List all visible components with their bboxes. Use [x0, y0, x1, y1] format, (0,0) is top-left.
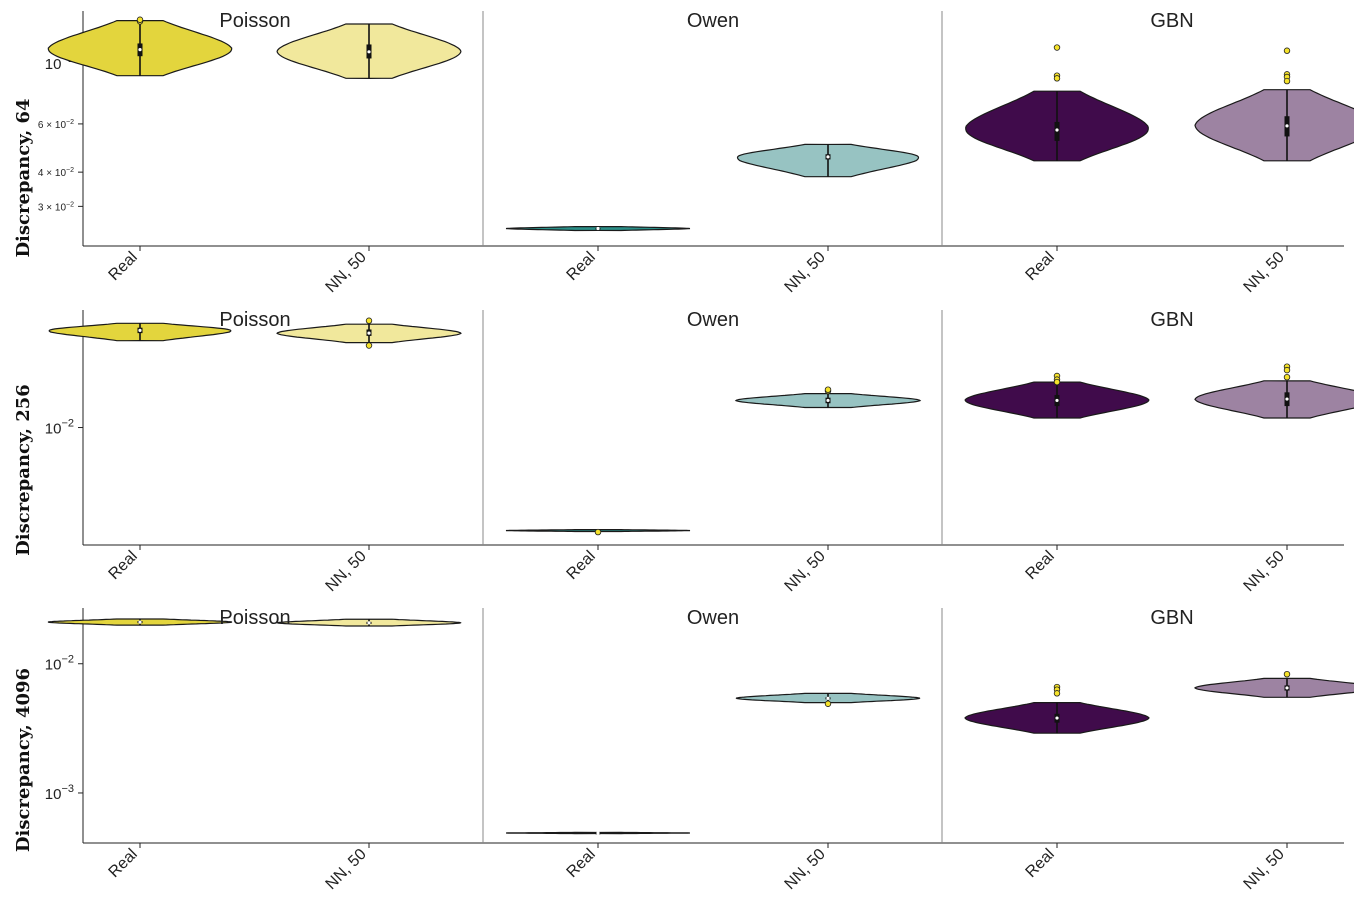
x-tick-label: Real: [564, 846, 599, 881]
facet-title: Owen: [687, 607, 739, 629]
y-tick-label: 4 × 10−2: [38, 167, 74, 179]
facet-title: GBN: [1150, 607, 1193, 629]
facet-title: Owen: [687, 10, 739, 32]
outlier-point: [1283, 366, 1291, 374]
violin-median-point: [367, 331, 371, 335]
violin-median-point: [1285, 397, 1289, 401]
outlier-point: [365, 317, 373, 324]
outlier-point: [1053, 75, 1061, 82]
x-tick-label: Real: [564, 548, 599, 583]
facet-panel-owen: Real NN, 50 Owen: [505, 309, 922, 595]
facet-panel-owen: Real NN, 50 Owen: [506, 607, 921, 893]
chart-row-3: Discrepancy, 4096 10−2 10−3 Real NN, 50 Poiss…: [13, 607, 1354, 893]
y-tick-label: 10−2: [45, 654, 74, 674]
violin-median-point: [1055, 398, 1059, 403]
facet-title: Poisson: [219, 10, 290, 32]
facet-panel-gbn: Real NN, 50 GBN: [964, 607, 1354, 893]
facet-title: GBN: [1150, 10, 1193, 32]
outlier-point: [1053, 690, 1061, 697]
y-tick-label: 3 × 10−2: [38, 201, 74, 213]
facet-panel-gbn: Real NN, 50 GBN: [964, 309, 1354, 595]
y-tick-label: 10−3: [45, 783, 74, 803]
outlier-point: [1283, 670, 1291, 678]
violin-median-point: [138, 620, 142, 624]
facet-title: Owen: [687, 309, 739, 331]
facet-title: Poisson: [219, 309, 290, 331]
violin-median-point: [1055, 716, 1059, 720]
violin-median-point: [1285, 686, 1289, 690]
violin-median-point: [826, 696, 830, 700]
outlier-point: [1283, 47, 1291, 54]
violin-median-point: [826, 398, 830, 403]
violin-median-point: [1285, 124, 1289, 128]
x-tick-label: NN, 50: [323, 846, 370, 893]
x-tick-label: Real: [1023, 249, 1058, 284]
y-tick-label: 6 × 10−2: [38, 119, 74, 131]
violin-shape: [1194, 89, 1354, 162]
violin-median-point: [367, 621, 371, 625]
facet-panel-gbn: Real NN, 50 GBN: [965, 10, 1354, 296]
facet-title: GBN: [1150, 309, 1193, 331]
outlier-point: [1053, 44, 1061, 51]
x-tick-label: NN, 50: [782, 249, 829, 296]
violin-median-point: [138, 328, 142, 332]
violin-median-point: [138, 48, 142, 52]
y-axis-label: Discrepancy, 64: [13, 98, 34, 257]
x-tick-label: Real: [106, 548, 141, 583]
outlier-point: [136, 16, 144, 23]
violin-shape: [1194, 380, 1354, 419]
x-tick-label: Real: [106, 846, 141, 881]
violin-shape: [1193, 677, 1354, 698]
violin-median-point: [826, 155, 830, 159]
violin-median-point: [596, 831, 600, 835]
x-tick-label: NN, 50: [323, 249, 370, 296]
x-tick-label: Real: [1023, 846, 1058, 881]
x-tick-label: NN, 50: [1241, 548, 1288, 595]
outlier-point: [1283, 77, 1291, 85]
x-tick-label: NN, 50: [782, 548, 829, 595]
x-tick-label: NN, 50: [1241, 249, 1288, 296]
violin-median-point: [367, 50, 371, 54]
violin-median-point: [1055, 128, 1059, 132]
facet-panel-poisson: Real NN, 50 Poisson: [47, 10, 462, 296]
violin-median-point: [596, 226, 600, 231]
facet-panel-owen: Real NN, 50 Owen: [505, 10, 920, 296]
x-tick-label: Real: [564, 249, 599, 284]
x-tick-label: NN, 50: [323, 548, 370, 595]
facet-title: Poisson: [219, 607, 290, 629]
outlier-point: [824, 700, 832, 707]
x-tick-label: Real: [1023, 548, 1058, 583]
facet-panel-poisson: Real NN, 50 Poisson: [48, 309, 462, 595]
outlier-point: [594, 528, 602, 536]
x-tick-label: NN, 50: [1241, 846, 1288, 893]
y-axis-label: Discrepancy, 256: [13, 384, 34, 556]
outlier-point: [824, 386, 832, 393]
outlier-point: [1053, 378, 1061, 386]
x-tick-label: Real: [106, 249, 141, 284]
y-tick-label: 10−2: [45, 418, 74, 438]
y-axis-label: Discrepancy, 4096: [13, 668, 34, 852]
x-tick-label: NN, 50: [782, 846, 829, 893]
outlier-point: [365, 342, 373, 349]
outlier-point: [1283, 373, 1291, 381]
facet-panel-poisson: Real NN, 50 Poisson: [47, 607, 462, 893]
